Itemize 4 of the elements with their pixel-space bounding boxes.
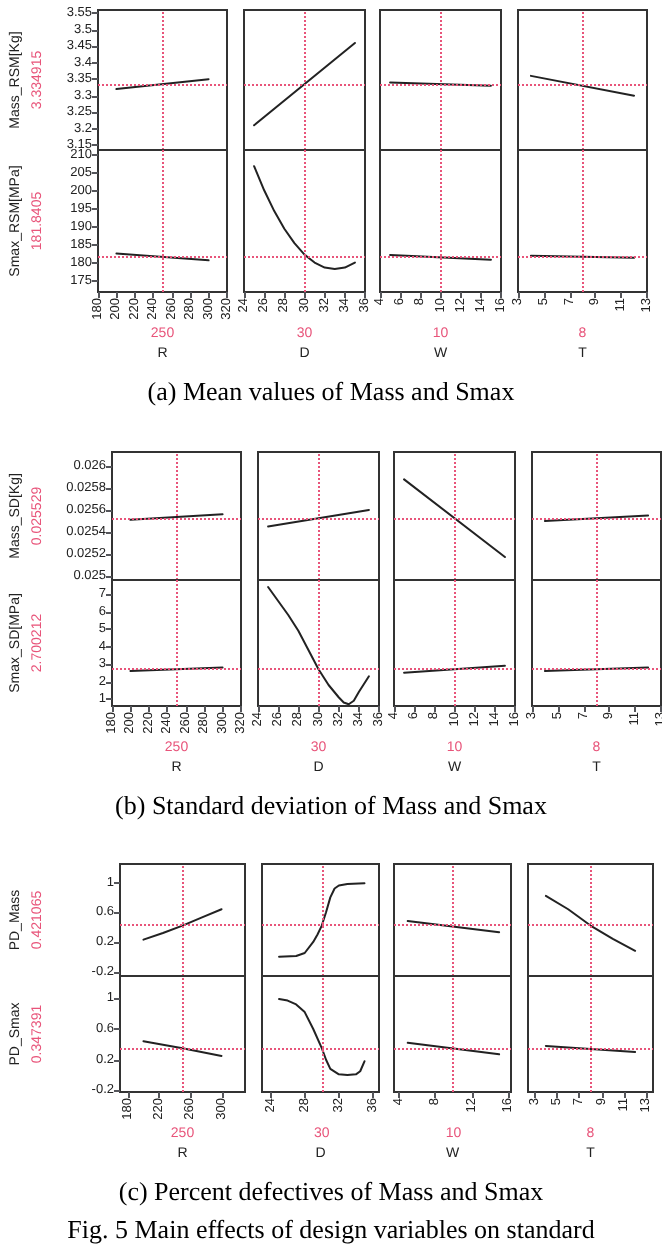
caption: Fig. 5 Main effects of design variables on standard — [65, 1214, 597, 1246]
text: (a) Mean values of Mass and Smax — [145, 376, 517, 408]
text: (b) Standard deviation of Mass and Smax — [113, 790, 549, 822]
text: (c) Percent defectives of Mass and Smax — [116, 1176, 546, 1208]
